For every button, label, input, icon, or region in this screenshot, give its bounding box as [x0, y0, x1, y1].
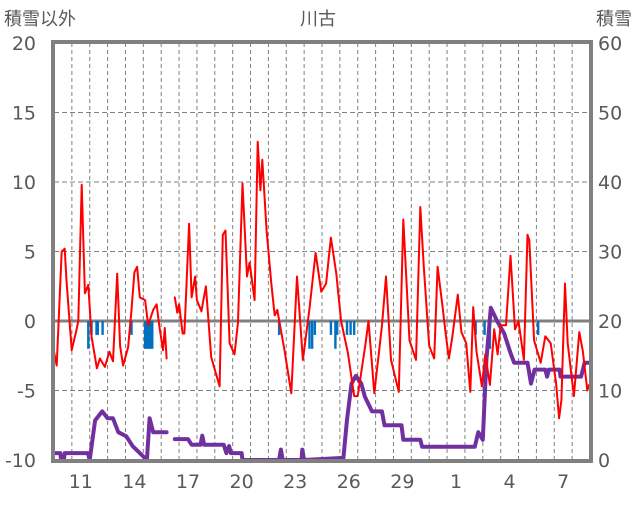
- precipitation-bar: [349, 321, 352, 335]
- left-y-tick-label: -5: [17, 381, 36, 403]
- precipitation-bar: [143, 321, 147, 349]
- x-tick-label: 7: [557, 471, 569, 493]
- left-y-tick-label: 10: [12, 172, 36, 194]
- right-y-tick-label: 40: [598, 172, 622, 194]
- x-tick-label: 4: [504, 471, 516, 493]
- left-y-tick-label: 20: [12, 33, 36, 55]
- x-tick-label: 23: [283, 471, 307, 493]
- right-y-tick-label: 20: [598, 311, 622, 333]
- left-y-ticks: 20 15 10 5 0 -5 -10: [5, 33, 36, 472]
- chart-title: 川古: [300, 9, 336, 30]
- precipitation-bar: [335, 321, 339, 335]
- series-lines: [52, 140, 592, 462]
- precipitation-bar: [345, 321, 349, 335]
- x-tick-label: 29: [390, 471, 414, 493]
- right-y-tick-label: 10: [598, 381, 622, 403]
- left-axis-label: 積雪以外: [4, 9, 76, 30]
- x-tick-label: 17: [176, 471, 200, 493]
- x-tick-label: 11: [69, 471, 93, 493]
- left-y-tick-label: 0: [24, 311, 36, 333]
- x-tick-label: 26: [337, 471, 361, 493]
- snow-depth-line: [172, 305, 592, 462]
- x-ticks: 11 14 17 20 23 26 29 1 4 7: [69, 471, 570, 493]
- right-y-tick-label: 0: [598, 450, 610, 472]
- precipitation-bar: [96, 321, 99, 335]
- precipitation-bar: [277, 321, 281, 335]
- precipitation-bar: [352, 321, 356, 335]
- x-tick-label: 20: [230, 471, 254, 493]
- precipitation-bar: [130, 321, 133, 335]
- temperature-line: [173, 140, 591, 420]
- precipitation-bar: [87, 321, 90, 349]
- gridlines: [54, 43, 590, 460]
- precipitation-bar: [313, 321, 317, 335]
- precipitation-bar: [151, 321, 154, 349]
- left-y-tick-label: 15: [12, 103, 36, 125]
- plot-border: [51, 40, 593, 463]
- precipitation-bar: [101, 321, 104, 335]
- x-tick-label: 14: [122, 471, 146, 493]
- plot-frame: [51, 40, 593, 463]
- right-y-tick-label: 30: [598, 242, 622, 264]
- left-y-tick-label: 5: [24, 242, 36, 264]
- temperature-line: [53, 183, 168, 370]
- precipitation-bar: [536, 321, 540, 335]
- precipitation-bar: [483, 321, 486, 335]
- right-y-ticks: 60 50 40 30 20 10 0: [598, 33, 622, 472]
- precipitation-bar: [95, 321, 98, 335]
- precipitation-bar: [149, 321, 152, 349]
- precipitation-bar: [145, 321, 149, 349]
- precipitation-bars: [87, 321, 540, 349]
- right-axis-label: 積雪: [596, 9, 632, 30]
- right-y-tick-label: 50: [598, 103, 622, 125]
- x-tick-label: 1: [450, 471, 462, 493]
- right-y-tick-label: 60: [598, 33, 622, 55]
- left-y-tick-label: -10: [5, 450, 36, 472]
- precipitation-bar: [329, 321, 333, 335]
- precipitation-bar: [334, 321, 337, 349]
- snow-depth-line: [52, 409, 169, 462]
- precipitation-bar: [308, 321, 311, 349]
- precipitation-bar: [147, 321, 150, 349]
- precipitation-bar: [310, 321, 314, 349]
